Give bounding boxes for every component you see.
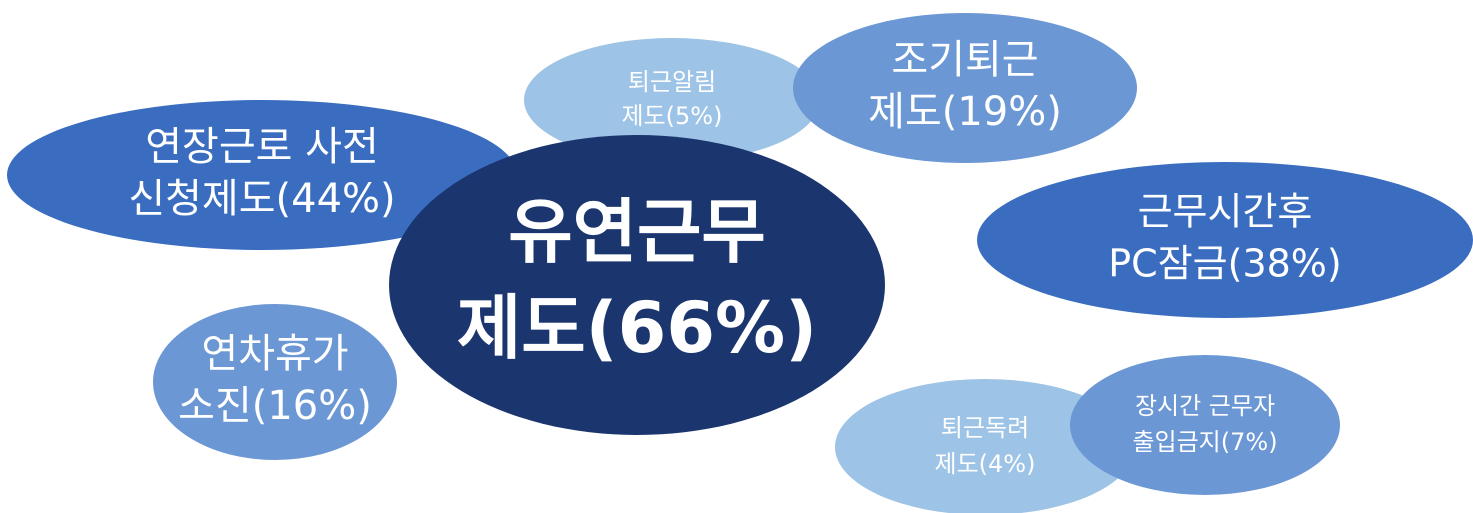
bubble-label: 제도(66%) — [457, 287, 817, 369]
bubble-label: 조기퇴근 — [891, 37, 1038, 83]
bubble-label: 제도(5%) — [622, 102, 723, 130]
bubble-label: 유연근무 — [508, 191, 766, 273]
bubble — [1070, 355, 1340, 495]
bubble-label: 신청제도(44%) — [128, 176, 395, 222]
bubble — [153, 304, 397, 460]
bubble — [977, 162, 1473, 318]
bubble — [835, 379, 1135, 513]
bubble-label: 근무시간후 — [1138, 190, 1313, 234]
bubble — [524, 38, 820, 162]
bubble — [389, 135, 885, 435]
bubble-label: 퇴근독려 — [941, 414, 1029, 442]
bubble-label: 연차휴가 — [201, 331, 348, 377]
bubble-label: 제도(19%) — [868, 89, 1062, 135]
bubble-label: 출입금지(7%) — [1132, 428, 1277, 456]
bubble — [793, 13, 1137, 163]
bubble-label: 소진(16%) — [178, 383, 372, 429]
bubble-label: 장시간 근무자 — [1135, 392, 1275, 420]
bubble-label: 연장근로 사전 — [145, 124, 379, 170]
bubble-label: PC잠금(38%) — [1108, 242, 1341, 286]
bubble-label: 제도(4%) — [935, 450, 1036, 478]
bubble — [7, 100, 517, 250]
bubble-label: 퇴근알림 — [628, 68, 716, 96]
